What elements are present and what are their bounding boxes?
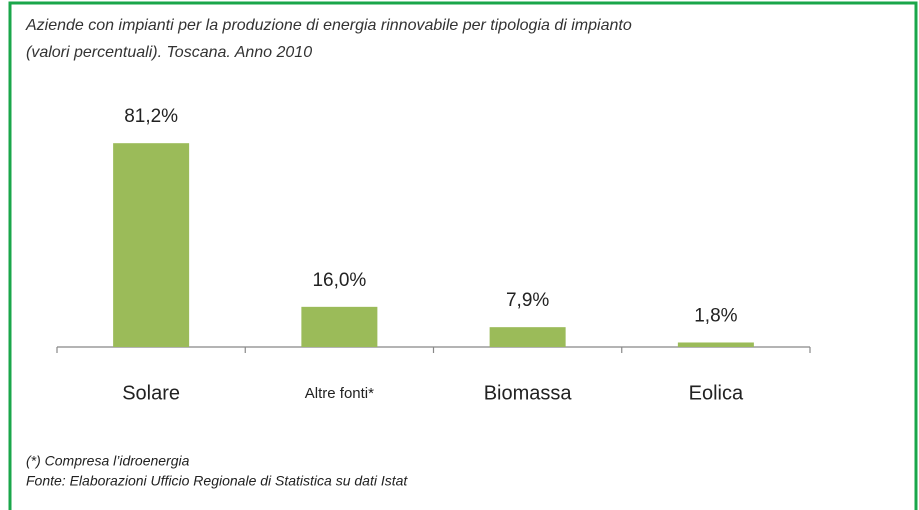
bar [113,143,190,347]
chart-subtitle: (valori percentuali). Toscana. Anno 2010 [26,44,312,61]
x-tick-label: Solare [122,382,180,404]
bar [677,342,754,347]
chart-title: Aziende con impianti per la produzione d… [25,17,632,34]
x-tick-label: Eolica [689,382,744,404]
value-label: 16,0% [312,270,366,291]
value-label: 7,9% [506,290,549,311]
bar [489,327,566,347]
footnote: (*) Compresa l’idroenergia [26,453,190,469]
frame [8,1,918,510]
source-note: Fonte: Elaborazioni Ufficio Regionale di… [26,473,408,489]
value-label: 1,8% [694,305,737,326]
x-tick-label: Biomassa [484,382,573,404]
bar [301,306,378,347]
x-tick-label: Altre fonti* [305,385,374,402]
value-label: 81,2% [124,106,178,127]
